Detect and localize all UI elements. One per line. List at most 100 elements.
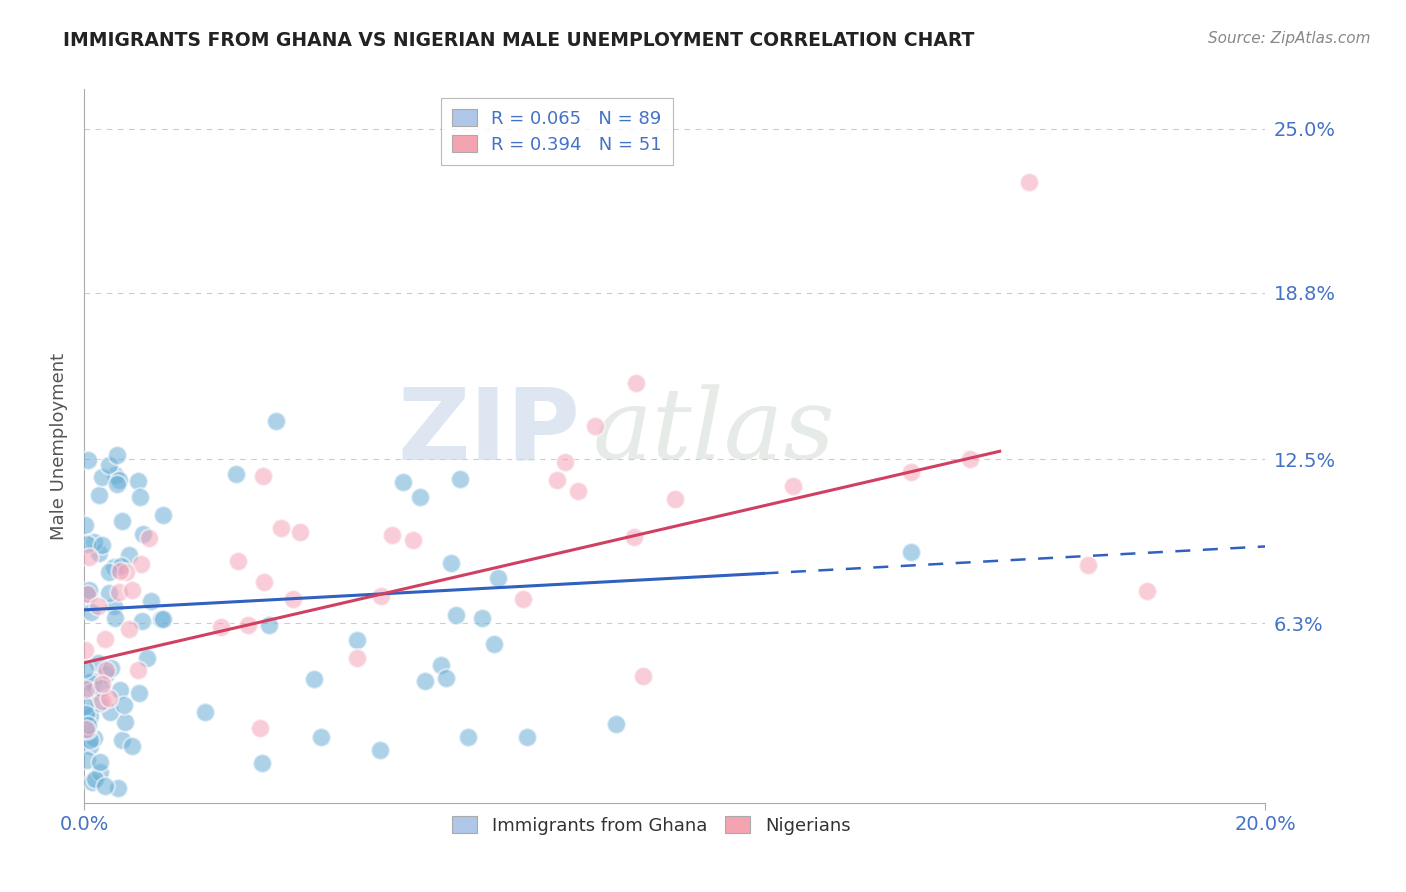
Point <box>782 478 804 492</box>
Point <box>249 721 271 735</box>
Point <box>138 531 160 545</box>
Point <box>91 676 114 690</box>
Point <box>108 564 131 578</box>
Point <box>225 467 247 481</box>
Point <box>79 733 101 747</box>
Point <box>152 508 174 522</box>
Point <box>413 674 436 689</box>
Point <box>87 599 110 614</box>
Point <box>381 528 404 542</box>
Point <box>152 612 174 626</box>
Point <box>132 526 155 541</box>
Point <box>76 723 98 737</box>
Point <box>288 524 311 539</box>
Point <box>105 448 128 462</box>
Point <box>546 473 568 487</box>
Point <box>346 632 368 647</box>
Point <box>118 622 141 636</box>
Legend: Immigrants from Ghana, Nigerians: Immigrants from Ghana, Nigerians <box>443 807 859 844</box>
Point <box>583 419 606 434</box>
Point <box>127 474 149 488</box>
Point <box>76 537 98 551</box>
Point <box>402 533 425 548</box>
Point <box>110 683 132 698</box>
Point <box>82 775 104 789</box>
Point <box>77 582 100 597</box>
Point <box>79 709 101 723</box>
Point <box>264 414 287 428</box>
Point <box>91 469 114 483</box>
Point <box>516 730 538 744</box>
Point <box>391 475 413 490</box>
Point <box>84 772 107 787</box>
Point <box>94 667 117 681</box>
Point <box>98 565 121 579</box>
Point <box>75 699 97 714</box>
Point <box>108 585 131 599</box>
Point <box>89 696 111 710</box>
Point <box>89 765 111 780</box>
Point <box>302 673 325 687</box>
Point <box>87 488 110 502</box>
Point <box>664 491 686 506</box>
Point <box>83 731 105 746</box>
Point <box>105 477 128 491</box>
Point <box>136 650 159 665</box>
Point <box>128 686 150 700</box>
Point <box>624 376 647 391</box>
Point <box>77 549 100 564</box>
Point <box>623 530 645 544</box>
Point <box>139 594 162 608</box>
Point <box>434 671 457 685</box>
Point <box>408 491 430 505</box>
Point <box>77 675 100 690</box>
Point <box>110 558 132 573</box>
Point <box>100 661 122 675</box>
Point <box>253 575 276 590</box>
Point <box>76 587 98 601</box>
Point <box>77 453 100 467</box>
Point <box>77 587 100 601</box>
Point <box>118 548 141 562</box>
Point <box>900 466 922 480</box>
Point <box>482 637 505 651</box>
Point <box>368 743 391 757</box>
Point <box>77 706 100 720</box>
Point <box>486 571 509 585</box>
Point <box>73 518 96 533</box>
Point <box>75 681 97 696</box>
Y-axis label: Male Unemployment: Male Unemployment <box>49 352 67 540</box>
Point <box>108 473 131 487</box>
Point <box>281 591 304 606</box>
Point <box>89 755 111 769</box>
Point <box>1136 584 1159 599</box>
Point <box>82 674 104 689</box>
Point <box>250 756 273 771</box>
Point <box>115 565 138 579</box>
Point <box>104 611 127 625</box>
Point <box>98 705 121 719</box>
Point <box>111 514 134 528</box>
Point <box>554 455 576 469</box>
Point <box>270 521 292 535</box>
Point <box>127 663 149 677</box>
Point <box>429 658 451 673</box>
Point <box>131 615 153 629</box>
Point <box>309 730 332 744</box>
Point <box>90 681 112 696</box>
Point <box>104 468 127 483</box>
Point <box>103 599 125 614</box>
Point <box>252 468 274 483</box>
Point <box>103 560 125 574</box>
Text: ZIP: ZIP <box>398 384 581 480</box>
Point <box>97 691 120 706</box>
Point <box>94 780 117 794</box>
Point <box>111 733 134 747</box>
Point <box>75 723 97 737</box>
Text: IMMIGRANTS FROM GHANA VS NIGERIAN MALE UNEMPLOYMENT CORRELATION CHART: IMMIGRANTS FROM GHANA VS NIGERIAN MALE U… <box>63 31 974 50</box>
Point <box>80 605 103 619</box>
Point <box>91 538 114 552</box>
Point <box>91 694 114 708</box>
Point <box>900 545 922 559</box>
Point <box>259 617 281 632</box>
